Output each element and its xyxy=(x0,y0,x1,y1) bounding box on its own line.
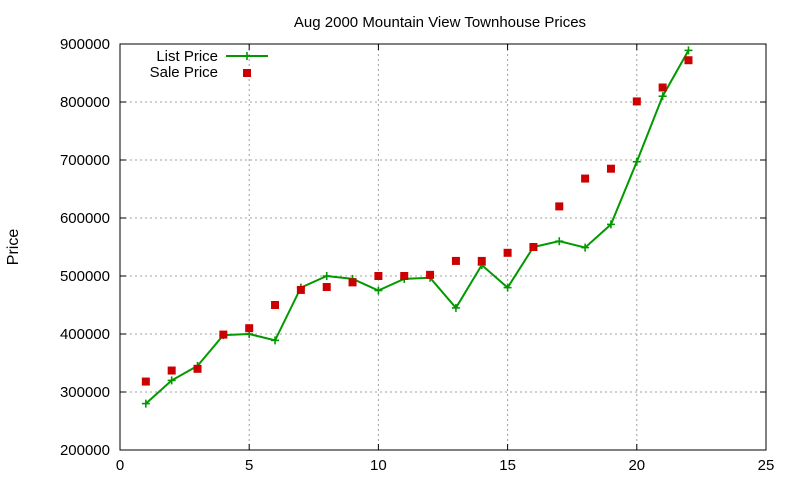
sale-price-point xyxy=(426,270,435,279)
legend-square-swatch xyxy=(243,69,251,77)
list-price-point xyxy=(451,303,460,312)
series-layer xyxy=(141,46,693,408)
y-tick-label: 500000 xyxy=(60,268,110,285)
sale-price-point xyxy=(555,202,564,211)
list-price-point xyxy=(555,237,564,246)
plot-frame xyxy=(119,43,767,451)
list-price-point xyxy=(606,220,615,229)
sale-price-point xyxy=(606,164,615,173)
sale-price-point xyxy=(167,366,176,375)
sale-price-point xyxy=(400,272,409,280)
list-price-point xyxy=(684,46,693,55)
y-tick-label: 700000 xyxy=(60,152,110,169)
sale-price-point xyxy=(658,83,667,92)
y-tick-label: 900000 xyxy=(60,36,110,53)
sale-price-point xyxy=(322,283,331,292)
plot-border xyxy=(119,43,767,451)
grid xyxy=(120,44,766,450)
x-tick-label: 5 xyxy=(245,457,253,474)
sale-price-point xyxy=(477,256,486,265)
sale-price-point xyxy=(451,256,460,265)
x-tick-label: 20 xyxy=(628,457,645,474)
sale-price-point xyxy=(581,174,590,183)
legend-label: List Price xyxy=(156,48,218,65)
list-price-point xyxy=(141,399,150,408)
list-price-point xyxy=(658,92,667,101)
sale-price-point xyxy=(296,285,305,294)
sale-price-point xyxy=(374,272,383,280)
sale-price-point xyxy=(141,377,150,386)
legend-plus-swatch xyxy=(243,52,251,60)
list-price-point xyxy=(632,157,641,166)
sale-price-point xyxy=(271,301,280,309)
sale-price-point xyxy=(348,278,357,287)
sale-price-point xyxy=(219,330,228,339)
list-price-point xyxy=(374,286,383,295)
list-price-point xyxy=(271,336,280,345)
x-tick-label: 25 xyxy=(758,457,775,474)
sale-price-point xyxy=(529,243,538,251)
list-price-point xyxy=(322,272,331,280)
legend-label: Sale Price xyxy=(150,64,218,81)
series-sale-price xyxy=(141,56,693,386)
y-tick-label: 300000 xyxy=(60,384,110,401)
chart-title: Aug 2000 Mountain View Townhouse Prices xyxy=(294,14,586,31)
sale-price-point xyxy=(632,97,641,106)
x-tick-label: 0 xyxy=(116,457,124,474)
series-list-price xyxy=(141,46,693,408)
list-price-point xyxy=(503,283,512,292)
tick-labels: 0 5 10 15 20 25 200000 300000 400000 500000 600000… xyxy=(60,36,774,474)
y-tick-label: 400000 xyxy=(60,326,110,343)
list-price-line xyxy=(145,49,690,405)
sale-price-point xyxy=(684,56,693,65)
y-tick-label: 600000 xyxy=(60,210,110,227)
sale-price-point xyxy=(245,324,254,333)
list-price-point xyxy=(167,376,176,385)
list-price-point xyxy=(581,243,590,252)
x-tick-label: 10 xyxy=(370,457,387,474)
sale-price-point xyxy=(503,248,512,257)
x-tick-label: 15 xyxy=(499,457,516,474)
y-tick-label: 200000 xyxy=(60,442,110,459)
sale-price-point xyxy=(193,364,202,373)
y-axis-label: Price xyxy=(5,229,22,266)
y-tick-label: 800000 xyxy=(60,94,110,111)
